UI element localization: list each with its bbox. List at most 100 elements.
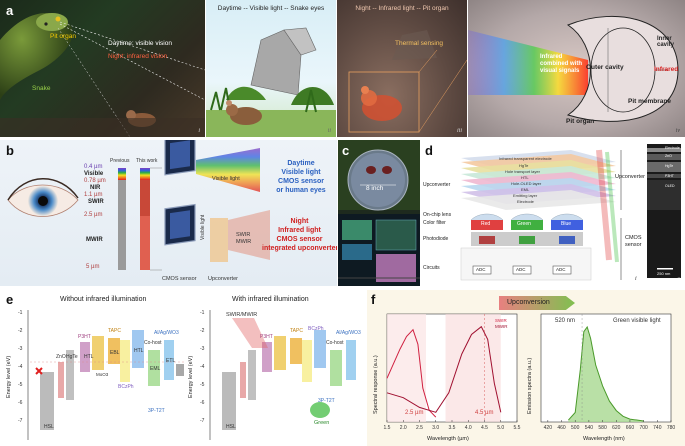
panel-c: c 8 inch <box>338 140 420 286</box>
day-line-3: or human eyes <box>276 187 326 194</box>
mouse <box>230 107 262 125</box>
right-tapc: TAPC <box>290 328 303 334</box>
right-bands: HSL <box>222 318 356 430</box>
right-xtick-label: 660 <box>626 425 635 431</box>
adc-3: ADC <box>556 267 566 272</box>
band-2.5: 2.5 µm <box>84 212 103 218</box>
layer-label-1: HgTe <box>519 163 529 168</box>
night-scene <box>348 30 467 133</box>
device-stack <box>460 144 681 281</box>
this-work-bar <box>140 168 150 270</box>
day-line-2: CMOS sensor <box>278 178 324 185</box>
layer-label-6: Emitting layer <box>513 193 538 198</box>
emission-line <box>568 325 644 422</box>
green-emission <box>310 402 330 418</box>
ytick-right-6: -7 <box>200 418 205 424</box>
ir-beam <box>228 210 270 260</box>
visible-beam <box>196 148 260 192</box>
left-upconverter: Upconverter <box>423 182 451 188</box>
infrared-cmos-chip <box>164 203 196 246</box>
pit-organ-label: Pit organ <box>50 33 77 40</box>
band-nir: NIR <box>90 185 101 191</box>
right-electrode: Al/Ag/WO3 <box>336 330 361 336</box>
swir-beam <box>232 318 268 348</box>
cmos-sensor-label: CMOS sensor <box>162 276 197 282</box>
adc-1: ADC <box>476 267 486 272</box>
swir-band <box>387 314 426 422</box>
left-htl: HTL <box>84 354 94 360</box>
right-bczph: BCzPh <box>308 326 324 332</box>
membrane-label: Pit membrane <box>628 98 671 105</box>
left-xtick-label: 1.5 <box>384 425 391 431</box>
left-xtick-label: 2.5 <box>416 425 423 431</box>
energy-diagrams: HSL HSL <box>27 310 356 440</box>
upconversion-banner <box>499 296 575 310</box>
left-photodiode: Photodiode <box>423 236 449 242</box>
left-hgte: HgTe <box>66 354 78 360</box>
panel-d: d <box>421 140 685 286</box>
layer-label-5: EML <box>521 187 530 192</box>
ytick-left-5: -6 <box>18 400 23 406</box>
blocked-x <box>35 367 43 375</box>
band-swir: SWIR <box>88 199 104 205</box>
sub-label-ii: ii <box>327 128 331 134</box>
panel-d-sub-i: i <box>635 276 637 282</box>
ytick-right-2: -3 <box>200 346 205 352</box>
layer-label-3: HTL <box>521 175 529 180</box>
left-ylabel: Spectral response (a.u.) <box>373 355 379 414</box>
left-xtick-label: 5.0 <box>497 425 504 431</box>
spectra-charts: 1.5 2.0 2.5 3.0 3.5 4.0 4.5 5.0 5.5 420 460 500 540… <box>384 313 675 431</box>
night-line-1: Infrared light <box>278 227 321 234</box>
snake-eye <box>55 16 61 22</box>
left-xlabel: Wavelength (µm) <box>427 436 469 442</box>
right-ylabel: Emission spectra (a.u.) <box>527 357 533 414</box>
left-cohost: Co-host <box>144 340 162 346</box>
visible-cmos-chip <box>164 140 196 176</box>
ytick-right-5: -6 <box>200 400 205 406</box>
legend-mwir: MWIR <box>495 324 508 329</box>
right-p3ht: P3HT <box>260 334 273 340</box>
left-tapc: TAPC <box>108 328 121 334</box>
right-xtick-label: 460 <box>557 425 566 431</box>
band-5: 5 µm <box>86 264 100 270</box>
series-swir-line <box>386 328 437 418</box>
ytick-left-6: -7 <box>18 418 23 424</box>
sub-label-i: i <box>198 128 200 134</box>
right-xlabel: Wavelength (nm) <box>583 436 625 442</box>
day-vision-label: Daytime: visible vision <box>108 40 172 47</box>
wafer-size-label: 8 inch <box>366 185 384 192</box>
color-filter-row <box>470 213 584 230</box>
layer-label-4: Hole-OLED layer <box>511 181 542 186</box>
right-xtick-label: 620 <box>612 425 621 431</box>
left-3pt2t: 3P-T2T <box>148 408 165 414</box>
band-0.78: 0.78 µm <box>84 178 106 184</box>
ann-4.5: 4.5 µm <box>475 410 494 416</box>
left-color-filter: Color filter <box>423 220 446 226</box>
layer-stack <box>461 150 616 210</box>
filter-blue: Blue <box>561 221 572 227</box>
band-visible: Visible <box>84 171 104 177</box>
sub-label-iii: iii <box>456 128 462 134</box>
left-htl2: HTL <box>134 348 144 354</box>
left-xtick-label: 3.0 <box>432 425 439 431</box>
previous-label: Previous <box>110 158 130 164</box>
day-line-0: Daytime <box>287 160 315 167</box>
sem-zno: ZnO <box>665 154 672 158</box>
svg-text:HSL: HSL <box>44 424 54 430</box>
night-vision-label: Night: infrared vision <box>108 53 168 60</box>
right-cohost: Co-host <box>326 340 344 346</box>
mwir-label: MWIR <box>236 239 252 245</box>
sem-p3ht: P3HT <box>665 174 674 178</box>
left-moo3: MoO3 <box>96 372 109 377</box>
right-3pt2t: 3P-T2T <box>318 398 335 404</box>
day-line-1: Visible light <box>281 169 321 176</box>
combined-label: Infrared combined with visual signals <box>540 54 582 74</box>
ytick-left-1: -2 <box>18 328 23 334</box>
left-p3ht: P3HT <box>78 334 91 340</box>
right-swir: SWIR/MWIR <box>226 312 258 318</box>
panel-a-iv: Infrared combined with visual signals Ou… <box>468 0 685 137</box>
upconverter-label: Upconverter <box>208 276 238 282</box>
left-bczph: BCzPh <box>118 384 134 390</box>
pit-hole <box>44 22 48 26</box>
layer-label-2: Hole transport layer <box>505 169 540 174</box>
